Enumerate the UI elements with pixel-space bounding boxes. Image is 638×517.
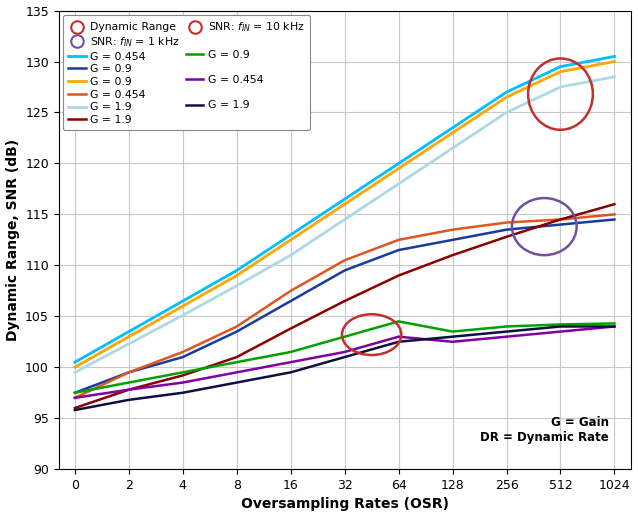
Text: G = Gain
DR = Dynamic Rate: G = Gain DR = Dynamic Rate [480, 416, 609, 444]
Y-axis label: Dynamic Range, SNR (dB): Dynamic Range, SNR (dB) [6, 139, 20, 341]
Legend: Dynamic Range, SNR: $f_{IN}$ = 1 kHz, G = 0.454, G = 0.9, G = 0.9, G = 0.454, G : Dynamic Range, SNR: $f_{IN}$ = 1 kHz, G … [63, 15, 309, 130]
X-axis label: Oversampling Rates (OSR): Oversampling Rates (OSR) [241, 497, 449, 511]
